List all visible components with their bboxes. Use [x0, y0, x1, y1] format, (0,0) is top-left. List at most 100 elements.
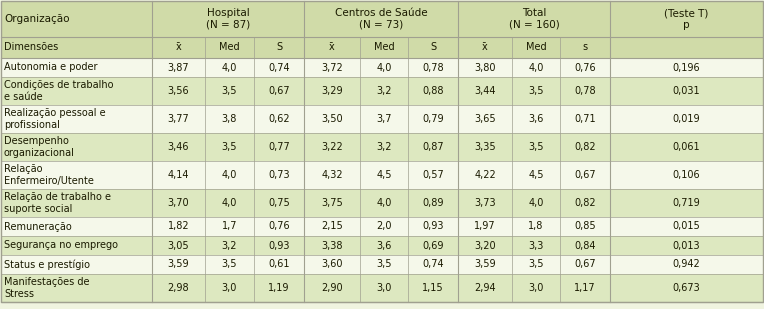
Text: 3,2: 3,2: [376, 142, 392, 152]
Text: 1,19: 1,19: [268, 283, 290, 293]
Text: 3,5: 3,5: [376, 260, 392, 269]
Text: 0,82: 0,82: [575, 142, 596, 152]
Text: 0,106: 0,106: [672, 170, 701, 180]
Text: 0,061: 0,061: [672, 142, 701, 152]
Text: Dimensões: Dimensões: [4, 43, 58, 53]
Text: 4,0: 4,0: [377, 62, 392, 73]
Text: 3,75: 3,75: [321, 198, 343, 208]
Text: 3,20: 3,20: [474, 240, 496, 251]
Text: 0,69: 0,69: [422, 240, 444, 251]
Text: 4,5: 4,5: [528, 170, 544, 180]
Text: Med: Med: [219, 43, 240, 53]
Text: 0,88: 0,88: [422, 86, 444, 96]
Text: Organização: Organização: [4, 14, 70, 24]
Text: 0,67: 0,67: [575, 260, 596, 269]
Text: 3,72: 3,72: [321, 62, 343, 73]
Text: 0,015: 0,015: [672, 222, 701, 231]
Text: 3,0: 3,0: [222, 283, 237, 293]
Text: 2,94: 2,94: [474, 283, 496, 293]
Bar: [1, 77, 763, 105]
Text: x̄: x̄: [176, 43, 181, 53]
Text: 0,196: 0,196: [672, 62, 701, 73]
Text: Manifestações de
Stress: Manifestações de Stress: [4, 277, 89, 299]
Bar: [1, 236, 763, 255]
Text: 0,89: 0,89: [422, 198, 444, 208]
Text: x̄: x̄: [482, 43, 488, 53]
Text: 3,6: 3,6: [377, 240, 392, 251]
Text: 3,7: 3,7: [376, 114, 392, 124]
Text: Autonomia e poder: Autonomia e poder: [4, 62, 98, 73]
Text: 0,019: 0,019: [672, 114, 701, 124]
Text: 3,0: 3,0: [377, 283, 392, 293]
Text: 3,2: 3,2: [222, 240, 238, 251]
Text: 3,0: 3,0: [529, 283, 544, 293]
Text: 0,84: 0,84: [575, 240, 596, 251]
Text: 0,79: 0,79: [422, 114, 444, 124]
Text: 0,62: 0,62: [268, 114, 290, 124]
Text: 3,5: 3,5: [528, 260, 544, 269]
Text: 3,56: 3,56: [167, 86, 189, 96]
Text: 0,73: 0,73: [268, 170, 290, 180]
Text: 3,5: 3,5: [222, 260, 238, 269]
Text: 3,22: 3,22: [321, 142, 343, 152]
Text: 3,73: 3,73: [474, 198, 496, 208]
Text: Condições de trabalho
e saúde: Condições de trabalho e saúde: [4, 80, 114, 102]
Text: 4,14: 4,14: [168, 170, 189, 180]
Bar: [1, 161, 763, 189]
Bar: [1, 189, 763, 217]
Text: 4,5: 4,5: [376, 170, 392, 180]
Text: 3,38: 3,38: [321, 240, 343, 251]
Text: 1,97: 1,97: [474, 222, 496, 231]
Text: 3,3: 3,3: [529, 240, 544, 251]
Text: s: s: [582, 43, 588, 53]
Text: 0,673: 0,673: [672, 283, 701, 293]
Text: 0,74: 0,74: [268, 62, 290, 73]
Text: 2,0: 2,0: [376, 222, 392, 231]
Bar: [1, 133, 763, 161]
Text: 0,61: 0,61: [268, 260, 290, 269]
Text: Relação de trabalho e
suporte social: Relação de trabalho e suporte social: [4, 192, 111, 214]
Text: 3,46: 3,46: [168, 142, 189, 152]
Text: Status e prestígio: Status e prestígio: [4, 259, 90, 270]
Text: 0,71: 0,71: [575, 114, 596, 124]
Text: 0,013: 0,013: [672, 240, 701, 251]
Text: 0,77: 0,77: [268, 142, 290, 152]
Text: 0,85: 0,85: [575, 222, 596, 231]
Text: 2,98: 2,98: [167, 283, 189, 293]
Text: 3,05: 3,05: [167, 240, 189, 251]
Text: 3,35: 3,35: [474, 142, 496, 152]
Text: 0,942: 0,942: [672, 260, 701, 269]
Text: Med: Med: [374, 43, 394, 53]
Text: 4,0: 4,0: [222, 62, 237, 73]
Text: 4,0: 4,0: [222, 198, 237, 208]
Text: 3,77: 3,77: [167, 114, 189, 124]
Text: 0,719: 0,719: [672, 198, 701, 208]
Text: 3,5: 3,5: [222, 86, 238, 96]
Text: 3,60: 3,60: [321, 260, 343, 269]
Text: 1,8: 1,8: [529, 222, 544, 231]
Text: 0,76: 0,76: [268, 222, 290, 231]
Text: 3,2: 3,2: [376, 86, 392, 96]
Bar: [1, 217, 763, 236]
Text: 0,76: 0,76: [575, 62, 596, 73]
Text: 0,67: 0,67: [575, 170, 596, 180]
Text: 0,57: 0,57: [422, 170, 444, 180]
Text: 1,82: 1,82: [167, 222, 189, 231]
Text: 3,70: 3,70: [167, 198, 189, 208]
Text: Med: Med: [526, 43, 546, 53]
Text: 3,65: 3,65: [474, 114, 496, 124]
Text: 0,93: 0,93: [422, 222, 444, 231]
Text: Centros de Saúde
(N = 73): Centros de Saúde (N = 73): [335, 8, 427, 30]
Text: Desempenho
organizacional: Desempenho organizacional: [4, 136, 75, 158]
Text: 3,59: 3,59: [474, 260, 496, 269]
Bar: [1, 105, 763, 133]
Text: 4,0: 4,0: [529, 62, 544, 73]
Text: 3,5: 3,5: [528, 142, 544, 152]
Text: 0,031: 0,031: [672, 86, 701, 96]
Text: 2,15: 2,15: [321, 222, 343, 231]
Bar: [1, 274, 763, 302]
Text: 4,22: 4,22: [474, 170, 496, 180]
Text: x̄: x̄: [329, 43, 335, 53]
Text: Remuneração: Remuneração: [4, 222, 72, 231]
Text: 1,17: 1,17: [575, 283, 596, 293]
